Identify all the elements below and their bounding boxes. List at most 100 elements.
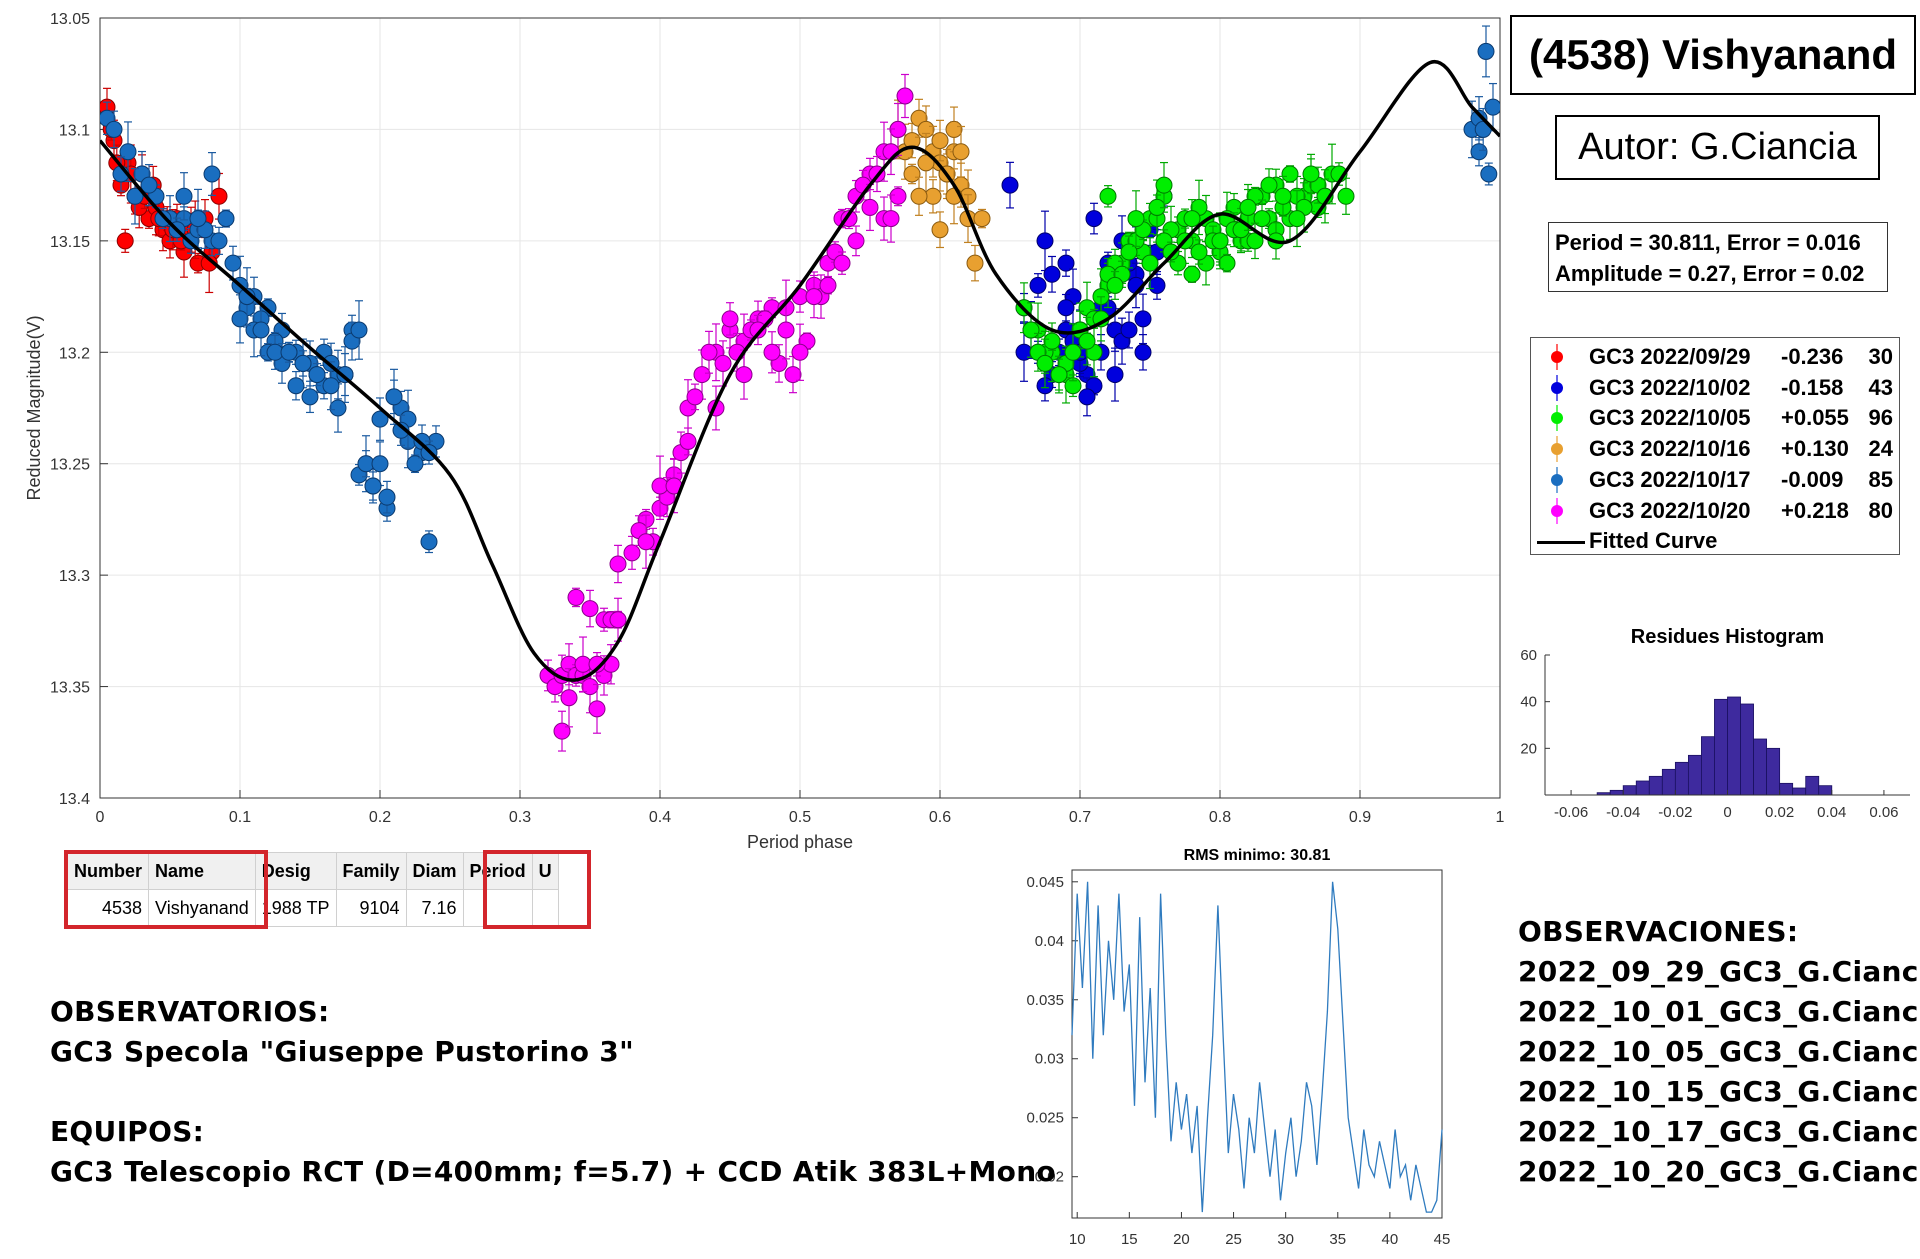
amplitude-line: Amplitude = 0.27, Error = 0.02 bbox=[1555, 261, 1865, 286]
data-point bbox=[1099, 187, 1117, 205]
data-point bbox=[777, 321, 795, 339]
data-point bbox=[882, 210, 900, 228]
y-tick-label: 13.25 bbox=[50, 457, 90, 474]
cell-name: Vishyanand bbox=[148, 889, 256, 927]
legend: GC3 2022/09/29 -0.236 30 GC3 2022/10/02 -0.1… bbox=[1530, 337, 1900, 555]
data-point bbox=[280, 343, 298, 361]
data-point bbox=[119, 143, 137, 161]
data-point bbox=[714, 354, 732, 372]
legend-offset: -0.158 bbox=[1781, 374, 1844, 400]
x-tick-label: 45 bbox=[1434, 1231, 1451, 1248]
data-point bbox=[1064, 343, 1082, 361]
x-tick-label: 0.02 bbox=[1765, 804, 1794, 821]
x-tick-label: 0.06 bbox=[1869, 804, 1898, 821]
y-tick-label: 0.02 bbox=[1035, 1169, 1064, 1186]
x-tick-label: 0.5 bbox=[789, 809, 811, 826]
data-point bbox=[1043, 265, 1061, 283]
data-point bbox=[210, 232, 228, 250]
data-point bbox=[1127, 210, 1145, 228]
data-point bbox=[1050, 366, 1068, 384]
data-point bbox=[1239, 198, 1257, 216]
data-point bbox=[224, 254, 242, 272]
data-point bbox=[917, 154, 935, 172]
histogram-bar bbox=[1818, 785, 1833, 796]
data-point bbox=[210, 187, 228, 205]
data-point bbox=[700, 343, 718, 361]
data-point bbox=[1484, 98, 1500, 116]
cell-desig: 1988 TP bbox=[254, 889, 337, 927]
data-point bbox=[105, 120, 123, 138]
y-axis-label: Reduced Magnitude(V) bbox=[24, 315, 44, 500]
data-point bbox=[1253, 210, 1271, 228]
x-tick-label: 0.4 bbox=[649, 809, 671, 826]
legend-offset: +0.055 bbox=[1781, 405, 1849, 431]
data-point bbox=[336, 366, 354, 384]
x-tick-label: 0.04 bbox=[1817, 804, 1846, 821]
data-point bbox=[952, 143, 970, 161]
data-point bbox=[931, 221, 949, 239]
data-point bbox=[189, 210, 207, 228]
data-point bbox=[406, 455, 424, 473]
x-tick-label: 0.8 bbox=[1209, 809, 1231, 826]
x-axis-label: Period phase bbox=[747, 832, 853, 852]
residues-histogram: Residues Histogram -0.06 -0.04 -0.02 0 0.02 0.… bbox=[1520, 626, 1910, 821]
period-line: Period = 30.811, Error = 0.016 bbox=[1555, 230, 1861, 255]
x-tick-label: 0.2 bbox=[369, 809, 391, 826]
legend-entry: GC3 2022/10/05 +0.055 96 bbox=[1531, 405, 1899, 435]
author-box: Autor: G.Ciancia bbox=[1555, 115, 1880, 180]
data-point bbox=[252, 321, 270, 339]
data-point bbox=[350, 321, 368, 339]
col-u: U bbox=[531, 852, 559, 890]
data-point bbox=[805, 288, 823, 306]
legend-marker bbox=[1551, 497, 1563, 524]
legend-line bbox=[1537, 541, 1585, 545]
data-point bbox=[847, 232, 865, 250]
data-point bbox=[903, 165, 921, 183]
y-tick-label: 0.03 bbox=[1035, 1051, 1064, 1068]
data-point bbox=[763, 343, 781, 361]
y-tick-label: 13.1 bbox=[59, 122, 90, 139]
data-point bbox=[1288, 210, 1306, 228]
data-point bbox=[861, 198, 879, 216]
y-tick-label: 0.045 bbox=[1026, 874, 1064, 891]
data-point bbox=[693, 366, 711, 384]
data-point bbox=[567, 588, 585, 606]
observacion-item: 2022_10_05_GC3_G.Ciancia bbox=[1518, 1035, 1920, 1068]
data-point bbox=[819, 276, 837, 294]
data-point bbox=[679, 432, 697, 450]
y-tick-label: 0.025 bbox=[1026, 1110, 1064, 1127]
x-tick-label: 25 bbox=[1225, 1231, 1242, 1248]
data-point bbox=[1106, 366, 1124, 384]
rms-periodogram: RMS minimo: 30.81 10 15 20 25 30 35 40 45 0.02 0.0… bbox=[1026, 847, 1451, 1248]
lightcurve-chart: 0 0.1 0.2 0.3 0.4 0.5 0.6 0.7 0.8 0.9 1 13.05 13.1 13… bbox=[24, 11, 1505, 852]
x-tick-label: 15 bbox=[1121, 1231, 1138, 1248]
legend-count: 80 bbox=[1868, 497, 1893, 523]
data-point bbox=[1274, 187, 1292, 205]
asteroid-table: Number Name Desig Family Diam Period U 4… bbox=[66, 852, 559, 927]
legend-label: GC3 2022/10/17 bbox=[1589, 466, 1751, 492]
observatorios-text: GC3 Specola "Giuseppe Pustorino 3" bbox=[50, 1035, 634, 1068]
x-tick-label: 30 bbox=[1277, 1231, 1294, 1248]
data-point bbox=[931, 132, 949, 150]
data-point bbox=[784, 366, 802, 384]
legend-marker bbox=[1551, 405, 1563, 432]
data-point bbox=[910, 187, 928, 205]
y-tick-label: 20 bbox=[1520, 740, 1537, 757]
fitted-curve bbox=[100, 60, 1500, 682]
legend-entry: GC3 2022/09/29 -0.236 30 bbox=[1531, 344, 1899, 374]
observacion-item: 2022_09_29_GC3_G.Ciancia bbox=[1518, 955, 1920, 988]
legend-entry: GC3 2022/10/17 -0.009 85 bbox=[1531, 466, 1899, 497]
data-point bbox=[1043, 332, 1061, 350]
legend-offset: -0.236 bbox=[1781, 344, 1844, 369]
data-point bbox=[217, 210, 235, 228]
col-desig: Desig bbox=[254, 852, 337, 890]
observacion-item: 2022_10_20_GC3_G.Ciancia bbox=[1518, 1155, 1920, 1188]
data-point bbox=[126, 187, 144, 205]
data-point bbox=[154, 210, 172, 228]
histogram-bar bbox=[1687, 754, 1702, 796]
y-tick-label: 0.035 bbox=[1026, 992, 1064, 1009]
col-name: Name bbox=[148, 852, 256, 890]
data-point bbox=[1057, 299, 1075, 317]
data-point bbox=[1162, 243, 1180, 261]
rms-title: RMS minimo: 30.81 bbox=[1184, 847, 1331, 864]
